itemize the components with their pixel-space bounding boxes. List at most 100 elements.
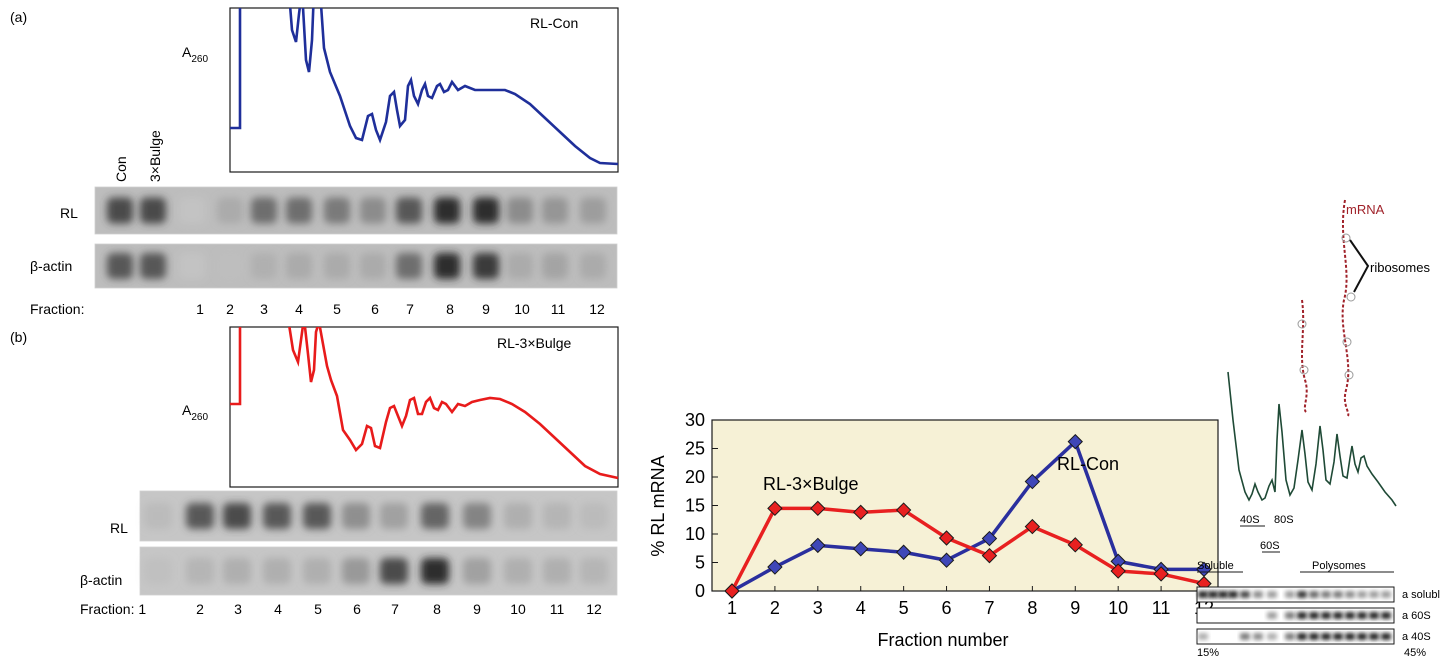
blot-band: [324, 253, 350, 279]
mini-blot-band: [1345, 591, 1355, 598]
chart-xlabel: Fraction number: [877, 630, 1008, 650]
mini-blot-band: [1267, 612, 1277, 619]
blot-band: [542, 253, 568, 279]
mini-blot-band: [1309, 591, 1319, 598]
blot-band: [543, 558, 571, 584]
mini-blot-band: [1321, 612, 1331, 619]
blot-band: [396, 253, 422, 279]
blot-band: [580, 197, 606, 224]
panel-b-fraction-numbers: 2 3 4 5 6 7 8 9 10 11 12: [196, 601, 602, 617]
blot-band: [286, 197, 312, 224]
fraction-number: 1: [196, 301, 204, 317]
data-point: [1153, 566, 1169, 582]
panel-b-trace-label: RL-3×Bulge: [497, 335, 572, 351]
mini-blot-band: [1321, 633, 1331, 640]
fraction-number: 11: [551, 301, 566, 317]
mini-blot-band: [1309, 633, 1319, 640]
mini-blot-band: [1198, 633, 1208, 640]
panel-a-ylabel-sub: 260: [191, 54, 208, 65]
mini-blot-band: [1345, 612, 1355, 619]
mini-blot-band: [1198, 591, 1208, 598]
mini-blot-frame: [1196, 628, 1395, 645]
mini-blot-band: [1369, 591, 1379, 598]
ribosome-dot: [1341, 233, 1351, 243]
y-tick-label: 5: [695, 553, 705, 573]
blot-band: [360, 253, 386, 279]
y-tick-label: 10: [685, 524, 705, 544]
x-tick-label: 5: [899, 598, 909, 618]
mini-blot-band: [1267, 591, 1277, 598]
gradient-start-label: 15%: [1197, 647, 1219, 659]
blot-band: [342, 503, 370, 529]
blot-band: [434, 253, 460, 279]
legend-label-rl-con: RL-Con: [1057, 454, 1119, 474]
blot-band: [217, 197, 243, 224]
panel-b-rl-blot: [139, 490, 618, 542]
blot-band: [179, 253, 205, 279]
blot-background: [94, 186, 618, 235]
blot-band: [342, 558, 370, 584]
fraction-number: 5: [333, 301, 341, 317]
panel-a-ylabel-main: A: [182, 44, 192, 60]
blot-band: [179, 197, 205, 224]
peak-label-80s: 80S: [1274, 514, 1294, 526]
blot-band: [217, 253, 243, 279]
blot-band: [580, 253, 606, 279]
y-tick-label: 30: [685, 410, 705, 430]
blot-band: [140, 197, 166, 224]
mini-blot-band: [1218, 591, 1228, 598]
mini-blot-band: [1381, 633, 1391, 640]
x-tick-label: 7: [984, 598, 994, 618]
mini-blot-band: [1297, 591, 1307, 598]
fraction-number: 4: [295, 301, 303, 317]
line-chart: 051015202530123456789101112 % RL mRNA Fr…: [648, 410, 1219, 650]
panel-b-a260-trace: [230, 327, 619, 480]
ribosome-dot: [1346, 292, 1356, 302]
schematic-mini-blots: [1196, 586, 1395, 645]
blot-band: [303, 558, 331, 584]
lane-label-con: Con: [113, 156, 129, 182]
series-line: [731, 439, 1204, 593]
blot-band: [144, 558, 172, 584]
mini-blot-label-60s: a 60S: [1402, 610, 1431, 622]
schematic-trace: [1227, 371, 1397, 507]
ribosome-dot: [1344, 370, 1354, 380]
data-point: [810, 537, 826, 554]
legend-label-rl-3xbulge: RL-3×Bulge: [763, 474, 859, 494]
mini-blot-band: [1333, 633, 1343, 640]
peak-label-60s: 60S: [1260, 540, 1280, 552]
panel-b-ylabel-main: A: [182, 402, 192, 418]
data-point: [981, 530, 998, 547]
gradient-end-label: 45%: [1404, 647, 1426, 659]
data-point: [1067, 433, 1083, 450]
x-tick-label: 1: [727, 598, 737, 618]
data-point: [895, 502, 912, 518]
panel-b-blot-label-actin: β-actin: [80, 572, 122, 588]
x-tick-label: 11: [1152, 598, 1171, 618]
panel-a-rl-blot: [94, 186, 618, 235]
mini-blot-label-soluble: a soluble: [1402, 589, 1440, 601]
blot-band: [186, 558, 214, 584]
panel-a-actin-blot: [94, 243, 618, 289]
data-point: [853, 504, 869, 521]
ribosome-dot: [1299, 365, 1309, 375]
y-tick-label: 15: [685, 496, 705, 516]
panel-b: (b) A260 RL-3×Bulge RL β-actin Fraction:…: [10, 326, 619, 617]
panel-a-trace-label: RL-Con: [530, 15, 578, 31]
mini-blot-band: [1240, 633, 1250, 640]
data-point: [810, 500, 826, 517]
x-tick-label: 3: [813, 598, 823, 618]
panel-b-ylabel-sub: 260: [191, 412, 208, 423]
data-point: [895, 544, 912, 560]
fraction-number: 10: [510, 601, 526, 617]
data-point: [1024, 518, 1041, 535]
ribosome-dot: [1297, 319, 1307, 329]
fraction-number: 2: [196, 601, 204, 617]
blot-band: [223, 558, 251, 584]
panel-b-actin-blot: [139, 546, 618, 596]
data-point: [767, 500, 783, 517]
schematic-mrna-long: [1341, 199, 1350, 417]
blot-band: [324, 197, 350, 224]
mini-blot-band: [1228, 591, 1238, 598]
blot-band: [107, 197, 133, 224]
